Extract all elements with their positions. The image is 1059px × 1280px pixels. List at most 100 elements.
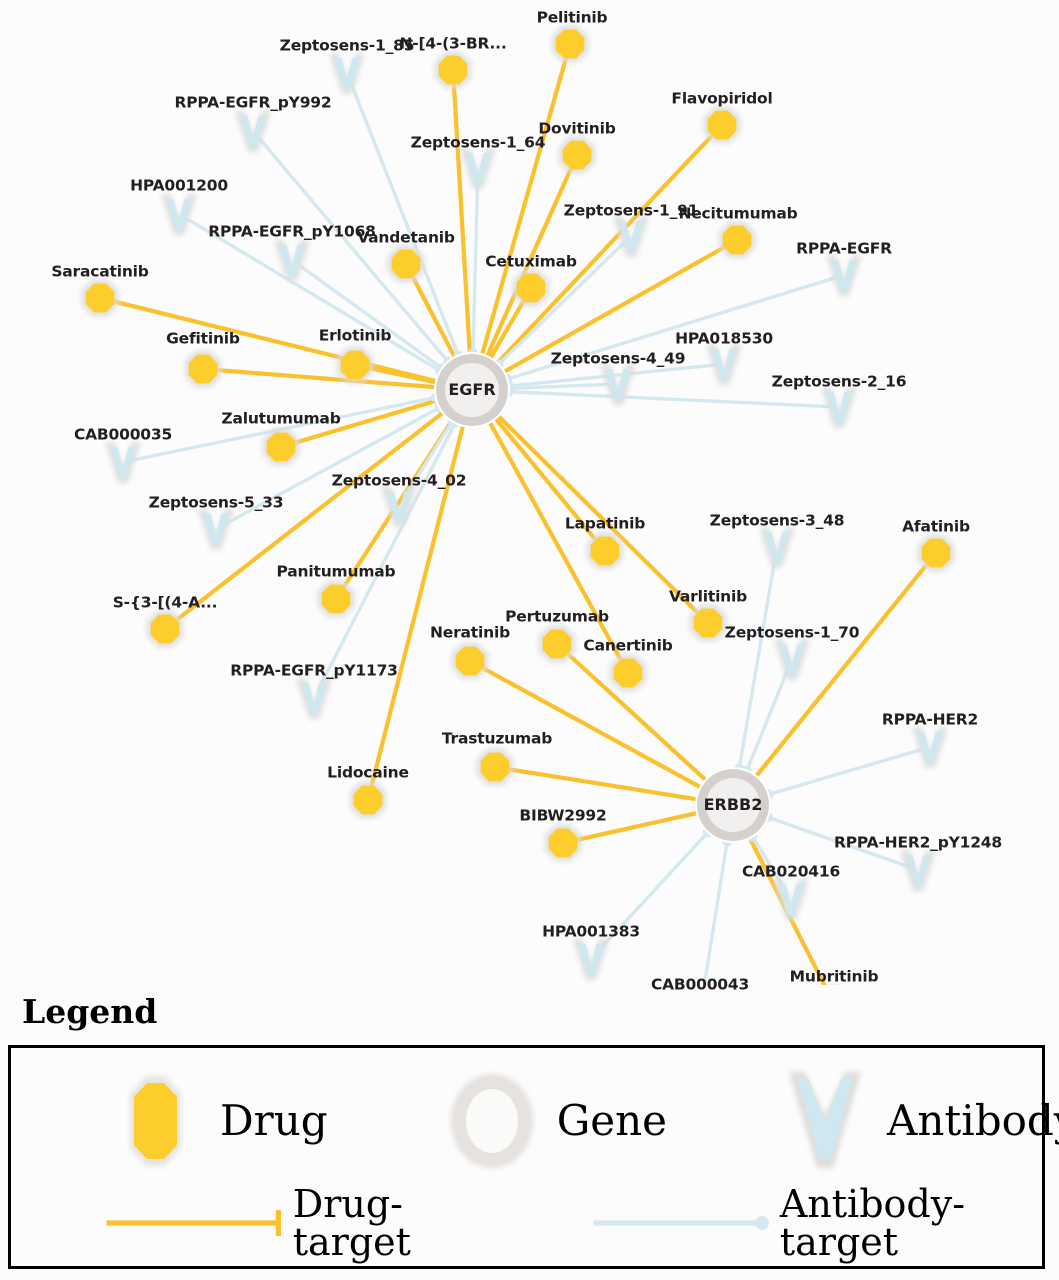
drug-node[interactable]	[387, 245, 425, 283]
antibody-node[interactable]	[573, 939, 609, 980]
drug-node-shape[interactable]	[542, 629, 572, 659]
drug-node[interactable]	[917, 534, 955, 572]
antibody-node-shape[interactable]	[831, 260, 857, 291]
drug-node-shape[interactable]	[516, 273, 546, 303]
gene-node[interactable]	[695, 767, 771, 843]
drug-node[interactable]	[718, 221, 756, 259]
drug-node[interactable]	[551, 25, 589, 63]
antibody-node[interactable]	[600, 364, 636, 405]
drug-node[interactable]	[476, 748, 514, 786]
antibody-node[interactable]	[235, 111, 271, 152]
antibody-node-shape[interactable]	[917, 732, 943, 763]
antibody-node-shape[interactable]	[203, 514, 229, 545]
drug-node-shape[interactable]	[921, 538, 951, 568]
drug-node[interactable]	[262, 428, 300, 466]
antibody-node[interactable]	[381, 486, 417, 527]
antibody-node-label: Zeptosens-3_48	[709, 511, 845, 530]
drug-node-label: N-[4-(3-BR...	[399, 34, 507, 53]
antibody-node-shape[interactable]	[764, 532, 790, 563]
antibody-node-shape[interactable]	[905, 855, 931, 886]
drug-node[interactable]	[81, 279, 119, 317]
antibody-node[interactable]	[774, 639, 810, 680]
antibody-target-edge	[496, 241, 626, 366]
gene-node[interactable]	[434, 352, 510, 428]
antibody-node-shape[interactable]	[778, 884, 804, 915]
drug-node-shape[interactable]	[693, 608, 723, 638]
edges-layer	[107, 51, 932, 985]
drug-node[interactable]	[512, 269, 550, 307]
drug-node-shape[interactable]	[548, 828, 578, 858]
drug-node-shape[interactable]	[353, 785, 383, 815]
drug-node[interactable]	[317, 580, 355, 618]
drug-node[interactable]	[184, 350, 222, 388]
antibody-node[interactable]	[296, 678, 332, 719]
antibody-node-shape[interactable]	[605, 369, 631, 400]
drug-node-shape[interactable]	[438, 55, 468, 85]
antibody-target-edge-icon	[593, 1216, 769, 1230]
drug-node[interactable]	[451, 642, 489, 680]
antibody-node[interactable]	[198, 509, 234, 550]
drug-node[interactable]	[146, 610, 184, 648]
antibody-node-shape[interactable]	[110, 447, 136, 478]
drug-node-shape[interactable]	[707, 110, 737, 140]
antibody-node-shape[interactable]	[166, 199, 192, 230]
drug-target-edge	[496, 413, 703, 619]
drug-node-shape[interactable]	[150, 614, 180, 644]
antibody-node[interactable]	[821, 387, 857, 428]
drug-node-shape[interactable]	[562, 140, 592, 170]
antibody-node-shape[interactable]	[578, 944, 604, 975]
antibody-node-shape[interactable]	[240, 116, 266, 147]
drug-node-shape[interactable]	[555, 29, 585, 59]
antibody-node-shape[interactable]	[711, 349, 737, 380]
drug-node-shape[interactable]	[321, 584, 351, 614]
antibody-node[interactable]	[460, 148, 496, 189]
antibody-node-label: Zeptosens-2_16	[771, 372, 907, 391]
antibody-node[interactable]	[706, 344, 742, 385]
drug-node[interactable]	[558, 136, 596, 174]
antibody-node[interactable]	[773, 879, 809, 920]
antibody-node-shape[interactable]	[301, 683, 327, 714]
drug-node[interactable]	[703, 106, 741, 144]
drug-node[interactable]	[336, 346, 374, 384]
drug-node-shape[interactable]	[188, 354, 218, 384]
antibody-node[interactable]	[161, 194, 197, 235]
antibody-node[interactable]	[900, 850, 936, 891]
antibody-node[interactable]	[274, 240, 310, 281]
antibody-node[interactable]	[826, 255, 862, 296]
drug-node-shape[interactable]	[590, 536, 620, 566]
antibody-node[interactable]	[912, 727, 948, 768]
antibody-node-shape[interactable]	[386, 491, 412, 522]
drug-node[interactable]	[689, 604, 727, 642]
drug-node-shape[interactable]	[85, 283, 115, 313]
antibody-node[interactable]	[759, 527, 795, 568]
antibody-node-shape[interactable]	[779, 644, 805, 675]
antibody-node-shape[interactable]	[618, 221, 644, 252]
drug-node-label: Pelitinib	[536, 8, 608, 27]
antibody-node[interactable]	[105, 442, 141, 483]
drug-node-label: Vandetanib	[357, 228, 455, 247]
drug-node-shape[interactable]	[340, 350, 370, 380]
antibody-node-shape[interactable]	[334, 58, 360, 89]
drug-node-shape[interactable]	[480, 752, 510, 782]
drug-node[interactable]	[538, 625, 576, 663]
antibody-node[interactable]	[329, 53, 365, 94]
antibody-node[interactable]	[613, 216, 649, 257]
legend-shapes-row: Drug Gene Antibody	[11, 1066, 1059, 1176]
graph-canvas[interactable]: N-[4-(3-BR... Pelitinib Flavopiridol Doviti…	[0, 0, 1059, 992]
drug-node[interactable]	[434, 51, 472, 89]
drug-node-shape[interactable]	[613, 658, 643, 688]
drug-node-label: Trastuzumab	[441, 729, 553, 748]
antibody-node-shape[interactable]	[465, 153, 491, 184]
drug-node-shape[interactable]	[391, 249, 421, 279]
drug-node[interactable]	[609, 654, 647, 692]
gene-node-label: EGFR	[448, 380, 496, 399]
drug-node[interactable]	[586, 532, 624, 570]
antibody-node-shape[interactable]	[279, 245, 305, 276]
drug-node-shape[interactable]	[266, 432, 296, 462]
drug-node[interactable]	[349, 781, 387, 819]
antibody-target-edge	[737, 555, 778, 771]
drug-node-shape[interactable]	[455, 646, 485, 676]
drug-node[interactable]	[544, 824, 582, 862]
drug-node-shape[interactable]	[722, 225, 752, 255]
antibody-node-shape[interactable]	[826, 392, 852, 423]
